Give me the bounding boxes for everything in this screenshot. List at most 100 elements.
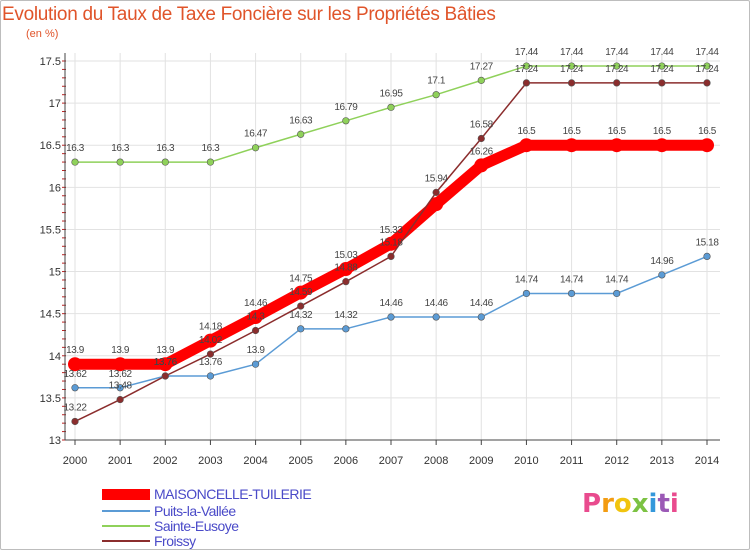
data-label: 17.24 <box>650 64 674 75</box>
data-point <box>342 117 350 125</box>
data-label: 13.9 <box>156 345 175 356</box>
data-point <box>477 313 485 321</box>
data-point <box>387 252 395 260</box>
data-label: 13.9 <box>66 345 85 356</box>
legend-swatch-froissy <box>102 540 150 542</box>
data-point <box>251 360 260 368</box>
data-label: 15.94 <box>425 173 449 184</box>
data-label: 17.27 <box>470 61 494 72</box>
data-point <box>297 325 305 333</box>
legend-swatch-maisoncelle <box>102 489 150 500</box>
x-tick-label: 2014 <box>695 455 719 467</box>
data-label: 13.76 <box>154 357 178 368</box>
data-label: 16.26 <box>470 146 494 157</box>
legend-swatch-sainte-eusoye <box>102 525 150 527</box>
legend-swatch-puits <box>102 510 150 512</box>
data-point <box>432 91 440 99</box>
y-tick-label: 17 <box>49 98 61 110</box>
logo-letter: r <box>601 489 614 519</box>
y-tick-label: 15.5 <box>40 224 61 236</box>
data-point <box>703 62 711 70</box>
legend-label-puits: Puits-la-Vallée <box>154 503 236 519</box>
data-label: 14.32 <box>289 310 313 321</box>
data-label: 13.76 <box>199 357 223 368</box>
data-point <box>613 79 621 87</box>
series <box>68 62 714 426</box>
data-label: 14.59 <box>289 287 313 298</box>
data-point <box>113 357 128 372</box>
data-label: 16.58 <box>470 119 494 130</box>
proxiti-logo: Proxiti <box>582 489 679 519</box>
data-label: 16.5 <box>653 126 672 137</box>
logo-letter: P <box>582 489 602 519</box>
data-point <box>158 357 173 372</box>
x-tick-label: 2006 <box>334 455 358 467</box>
data-label: 16.47 <box>244 129 268 140</box>
data-point <box>384 236 398 251</box>
data-point <box>522 62 531 70</box>
data-label: 14.46 <box>244 298 268 309</box>
data-point <box>116 158 124 166</box>
data-label: 17.44 <box>695 47 719 58</box>
data-labels: 13.9 13.9 13.9 14.18 14.46 14.75 15.03 15.33 16.… <box>63 47 719 413</box>
data-label: 14.75 <box>289 274 313 285</box>
data-label: 14.46 <box>379 298 403 309</box>
data-point <box>519 138 534 153</box>
data-point <box>387 313 395 321</box>
x-tick-label: 2007 <box>379 455 403 467</box>
y-tick-label: 15 <box>49 267 61 279</box>
data-point <box>567 62 576 70</box>
data-point <box>522 289 531 298</box>
data-point <box>658 62 666 70</box>
data-point <box>297 302 305 310</box>
data-point <box>567 289 576 298</box>
y-tick-label: 16 <box>49 182 61 194</box>
data-point <box>342 278 350 286</box>
data-point <box>432 313 440 321</box>
x-tick-label: 2000 <box>63 455 87 467</box>
data-label: 17.24 <box>695 64 719 75</box>
data-label: 13.76 <box>154 357 178 368</box>
x-tick-label: 2009 <box>469 455 493 467</box>
data-label: 14.74 <box>560 274 584 285</box>
data-label: 15.33 <box>379 225 403 236</box>
axes: 13 13.5 14 14.5 15 15.5 16 16.5 17 17.5 2000 2001 20… <box>40 53 720 467</box>
legend-label-sainte-eusoye: Sainte-Eusoye <box>154 518 239 534</box>
data-point <box>293 285 308 300</box>
data-label: 17.1 <box>427 76 446 87</box>
data-label: 16.79 <box>334 102 358 113</box>
data-label: 17.44 <box>515 47 539 58</box>
data-point <box>429 197 444 212</box>
data-point <box>71 158 79 166</box>
data-point <box>161 372 169 380</box>
data-point <box>116 395 124 404</box>
x-tick-label: 2002 <box>153 455 177 467</box>
data-label: 16.5 <box>563 126 582 137</box>
logo-letter: i <box>648 489 658 519</box>
data-label: 13.48 <box>109 381 133 392</box>
data-point <box>68 357 82 372</box>
data-point <box>477 76 485 84</box>
data-point <box>522 79 531 87</box>
legend-label-maisoncelle: MAISONCELLE-TUILERIE <box>154 486 312 502</box>
data-point <box>116 384 124 392</box>
x-tick-label: 2011 <box>560 455 584 467</box>
data-point <box>700 138 714 153</box>
x-tick-label: 2004 <box>243 455 267 467</box>
logo-letter: t <box>657 489 670 519</box>
data-label: 15.18 <box>379 237 403 248</box>
data-point <box>658 271 666 279</box>
data-point <box>474 158 489 173</box>
data-label: 17.44 <box>650 47 674 58</box>
x-tick-label: 2005 <box>288 455 312 467</box>
data-label: 17.44 <box>605 47 629 58</box>
data-label: 16.63 <box>289 115 313 126</box>
logo-letter: o <box>613 489 632 519</box>
data-point <box>703 252 711 260</box>
line-chart: 13 13.5 14 14.5 15 15.5 16 16.5 17 17.5 2000 2001 20… <box>40 47 720 467</box>
data-label: 14.96 <box>650 256 674 267</box>
data-point <box>564 138 579 153</box>
data-point <box>203 333 218 348</box>
logo-letter: i <box>669 489 679 519</box>
